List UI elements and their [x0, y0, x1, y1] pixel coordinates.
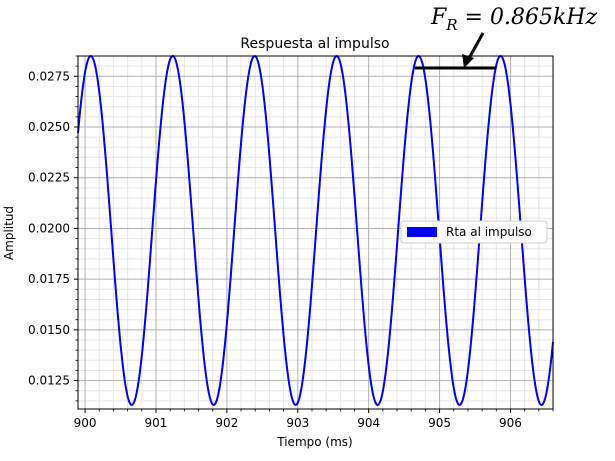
y-tick-label: 0.0150 — [28, 323, 70, 337]
y-tick-label: 0.0200 — [28, 221, 70, 235]
legend-swatch — [407, 227, 437, 237]
plot-frame — [77, 55, 554, 410]
annotation-label: FR = 0.865kHz — [430, 5, 597, 34]
x-axis-ticks — [84, 409, 554, 413]
legend-label: Rta al impulso — [446, 225, 532, 239]
chart-title: Respuesta al impulso — [240, 36, 389, 52]
x-tick-label: 901 — [145, 416, 168, 430]
x-tick-label: 903 — [286, 416, 309, 430]
y-axis-tick-labels: 0.0125 0.0150 0.0175 0.0200 0.0225 0.0250 0.02… — [28, 69, 70, 387]
x-tick-label: 900 — [74, 416, 97, 430]
legend-box — [400, 220, 548, 244]
y-tick-label: 0.0275 — [28, 69, 70, 83]
y-tick-label: 0.0250 — [28, 120, 70, 134]
x-axis-label: Tiempo (ms) — [276, 435, 352, 449]
legend: Rta al impulso — [400, 220, 548, 244]
annotation: FR = 0.865kHz — [414, 5, 597, 70]
y-tick-label: 0.0125 — [28, 374, 70, 388]
x-tick-label: 902 — [215, 416, 238, 430]
y-axis-label: Amplitud — [2, 206, 16, 260]
annotation-arrowhead — [462, 54, 474, 68]
x-tick-label: 905 — [428, 416, 451, 430]
y-tick-label: 0.0175 — [28, 272, 70, 286]
series-line — [77, 54, 554, 406]
x-tick-label: 906 — [499, 416, 522, 430]
x-axis-tick-labels: 900 901 902 903 904 905 906 — [74, 416, 522, 430]
y-tick-label: 0.0225 — [28, 171, 70, 185]
x-tick-label: 904 — [357, 416, 380, 430]
y-axis-ticks — [74, 55, 78, 402]
